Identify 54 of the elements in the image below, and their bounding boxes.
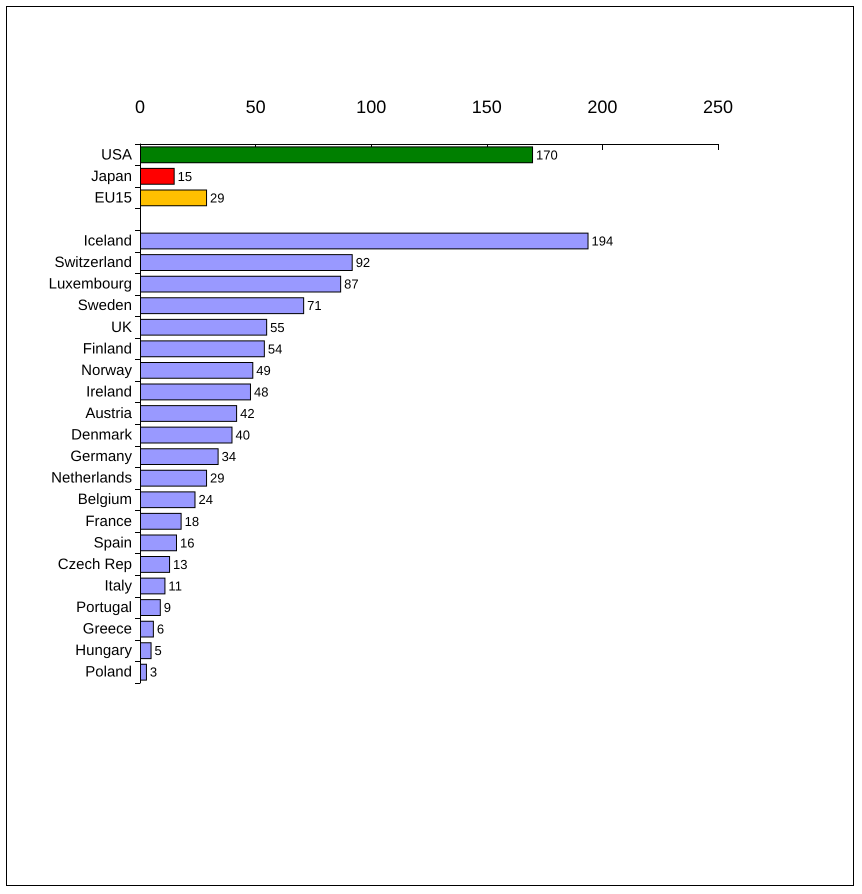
y-tick-label: Poland: [85, 664, 132, 681]
data-label: 24: [198, 492, 213, 508]
y-tick-label: EU15: [94, 189, 132, 206]
data-label: 11: [168, 578, 182, 594]
y-tick-label: Germany: [70, 448, 132, 466]
x-tick-label: 150: [472, 97, 502, 117]
data-label: 15: [178, 168, 192, 184]
y-tick-label: Austria: [85, 405, 133, 422]
y-tick-label: Iceland: [84, 232, 132, 250]
y-tick-label: Netherlands: [51, 470, 132, 487]
data-label: 170: [536, 147, 558, 162]
data-label: 71: [307, 298, 322, 314]
y-tick-label: Greece: [82, 620, 132, 638]
y-tick-label: Denmark: [71, 426, 132, 444]
y-tick-label: Sweden: [78, 297, 132, 314]
y-tick-label: Czech Rep: [58, 556, 132, 573]
y-tick-label: Finland: [82, 340, 132, 358]
y-tick-label: Italy: [104, 577, 132, 594]
x-tick-label: 50: [246, 97, 266, 117]
x-tick-label: 100: [356, 97, 386, 117]
y-tick-label: Luxembourg: [48, 276, 132, 293]
y-tick-label: Japan: [91, 168, 132, 185]
data-label: 42: [240, 406, 255, 421]
data-label: 18: [184, 514, 200, 529]
data-label: 13: [173, 556, 188, 572]
data-label: 54: [268, 341, 282, 356]
data-label: 49: [256, 362, 271, 378]
data-label: 194: [592, 234, 614, 249]
y-tick-label: Switzerland: [54, 254, 132, 272]
data-label: 55: [270, 320, 285, 335]
x-tick-label: 200: [587, 97, 618, 117]
y-tick-label: Hungary: [75, 642, 132, 660]
data-label: 87: [344, 276, 359, 292]
y-tick-label: Portugal: [76, 599, 132, 616]
data-label: 29: [210, 190, 225, 206]
y-tick-label: Spain: [94, 534, 132, 552]
y-tick-label: France: [85, 512, 132, 530]
y-tick-label: Norway: [81, 362, 132, 379]
y-tick-label: Ireland: [86, 383, 132, 400]
data-label: 34: [222, 449, 236, 464]
data-label: 16: [180, 535, 194, 550]
x-tick-label: 0: [134, 97, 146, 117]
x-tick-label: 250: [702, 97, 734, 117]
y-tick-label: USA: [101, 146, 132, 164]
data-label: 29: [210, 470, 225, 486]
y-tick-label: Belgium: [78, 491, 132, 508]
data-label: 92: [356, 255, 370, 270]
data-label: 40: [235, 428, 250, 443]
data-label: 9: [164, 600, 172, 616]
data-label: 6: [156, 622, 164, 637]
data-label: 3: [150, 664, 158, 680]
data-label: 48: [254, 384, 268, 400]
data-label: 5: [154, 643, 162, 658]
y-tick-label: UK: [111, 318, 132, 336]
